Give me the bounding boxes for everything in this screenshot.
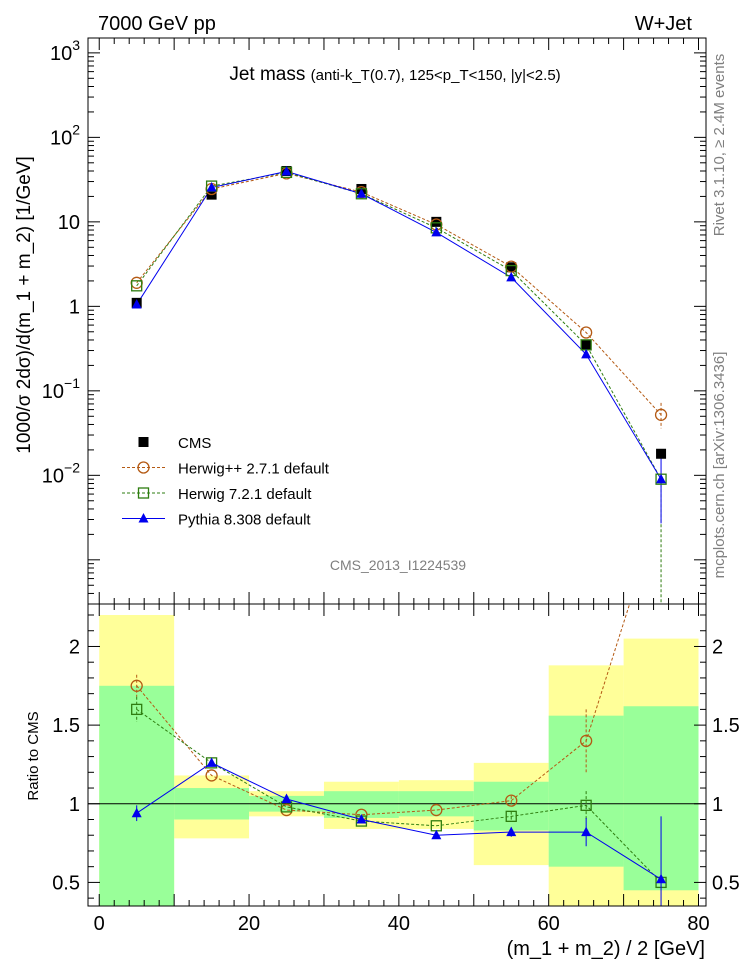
main-point-cms: [506, 262, 517, 273]
main-point-pythia-8-308-default: [206, 182, 217, 192]
main-ytick-label: 10: [58, 212, 80, 234]
main-ytick-label: 10−1: [42, 375, 80, 403]
ratio-point-pythia-8-308-default: [281, 793, 292, 804]
main-point-cms: [431, 216, 442, 227]
main-title: Jet mass (anti-k_T(0.7), 125<p_T<150, |y…: [229, 64, 560, 85]
main-title-text: Jet mass: [229, 64, 310, 85]
ratio-ytick-label-left: 1: [69, 794, 80, 816]
ratio-point-pythia-8-308-default: [206, 757, 217, 767]
analysis-watermark: CMS_2013_I1224539: [330, 557, 466, 573]
main-point-pythia-8-308-default: [656, 473, 667, 484]
main-ytick-label: 103: [50, 37, 80, 65]
legend-label-herwig-2-7-1-default: Herwig++ 2.7.1 default: [178, 461, 330, 478]
main-point-cms: [656, 448, 667, 459]
ratio-ytick-label-right: 1: [712, 794, 723, 816]
main-point-herwig-7-2-1-default: [131, 280, 143, 292]
legend: CMS Herwig++ 2.7.1 default Herwig 7.2.1 de…: [122, 435, 330, 529]
ratio-y-axis-title: Ratio to CMS: [25, 711, 42, 800]
ratio-point-pythia-8-308-default: [356, 813, 367, 824]
ratio-point-pythia-8-308-default: [431, 829, 442, 840]
ratio-point-herwig-2-7-1-default: [505, 794, 518, 807]
ratio-ytick-label-left: 0.5: [52, 872, 80, 894]
legend-label-pythia-8-308-default: Pythia 8.308 default: [178, 512, 311, 529]
legend-marker: [138, 437, 149, 447]
legend-marker: [138, 513, 149, 523]
main-point-pythia-8-308-default: [506, 271, 517, 282]
ratio-point-herwig-2-7-1-default: [205, 769, 218, 782]
x-tick-label: 20: [238, 913, 260, 935]
ratio-point-herwig-2-7-1-default: [579, 734, 593, 747]
x-tick-label: 40: [388, 913, 410, 935]
main-point-pythia-8-308-default: [131, 299, 142, 309]
ratio-point-pythia-8-308-default: [131, 807, 142, 818]
main-title-detail: (anti-k_T(0.7), 125<p_T<150, |y|<2.5): [311, 67, 561, 84]
side-label-mcplots: mcplots.cern.ch [arXiv:1306.3436]: [711, 352, 728, 579]
main-point-herwig-2-7-1-default: [654, 408, 668, 421]
ratio-point-herwig-7-2-1-default: [580, 799, 592, 811]
x-tick-label: 60: [538, 913, 560, 935]
ratio-ytick-label-left: 2: [69, 636, 80, 658]
main-y-axis-title: 1000/σ 2dσ)/d(m_1 + m_2) [1/GeV]: [14, 156, 35, 454]
legend-marker: [137, 487, 150, 499]
ratio-clip-group: [88, 604, 706, 906]
ratio-ytick-label-right: 2: [712, 636, 723, 658]
legend-marker: [137, 461, 150, 474]
main-line-herwig-7-2-1-default: [136, 171, 662, 480]
main-point-pythia-8-308-default: [431, 226, 442, 237]
main-point-pythia-8-308-default: [581, 348, 592, 359]
main-line-pythia-8-308-default: [136, 170, 662, 480]
ratio-line-pythia-8-308-default: [136, 762, 662, 880]
ratio-point-pythia-8-308-default: [506, 826, 517, 837]
legend-label-cms: CMS: [178, 435, 211, 452]
ratio-line-herwig-7-2-1-default: [136, 708, 662, 883]
ratio-plot: 0.5 0.51 11.5 1.52 20 20 40 60 80: [52, 603, 740, 935]
ratio-point-pythia-8-308-default: [581, 826, 592, 837]
ratio-point-herwig-7-2-1-default: [131, 703, 143, 716]
header-right: W+Jet: [635, 13, 693, 35]
x-tick-label: 0: [94, 913, 105, 935]
ratio-frame: [87, 603, 707, 907]
uncertainty-band-inner: [323, 791, 399, 818]
ratio-point-pythia-8-308-default: [656, 873, 667, 884]
main-point-herwig-2-7-1-default: [579, 326, 593, 339]
main-ytick-label: 102: [50, 121, 80, 149]
main-line-herwig-2-7-1-default: [136, 172, 662, 416]
ratio-ytick-label-left: 1.5: [52, 715, 80, 737]
legend-label-herwig-7-2-1-default: Herwig 7.2.1 default: [178, 486, 312, 503]
side-label-rivet: Rivet 3.1.10, ≥ 2.4M events: [711, 54, 728, 237]
main-point-pythia-8-308-default: [281, 165, 292, 176]
main-plot: 10−2 10−1 1 10 102 103 Jet mass (anti-k_T(0.7)…: [42, 37, 707, 605]
ratio-ytick-label-right: 1.5: [712, 715, 740, 737]
x-tick-label: 80: [687, 913, 709, 935]
ratio-point-herwig-2-7-1-default: [130, 679, 143, 692]
x-axis-title: (m_1 + m_2) / 2 [GeV]: [507, 938, 705, 960]
ratio-point-herwig-2-7-1-default: [430, 803, 443, 817]
header-left: 7000 GeV pp: [98, 13, 216, 35]
ratio-line-herwig-2-7-1-default: [136, 604, 631, 816]
ratio-point-herwig-7-2-1-default: [505, 810, 517, 822]
main-ytick-label: 1: [69, 296, 80, 318]
ratio-ytick-label-right: 0.5: [712, 872, 740, 894]
main-ytick-label: 10−2: [42, 459, 80, 487]
main-point-pythia-8-308-default: [356, 188, 367, 198]
main-point-cms: [581, 339, 592, 350]
